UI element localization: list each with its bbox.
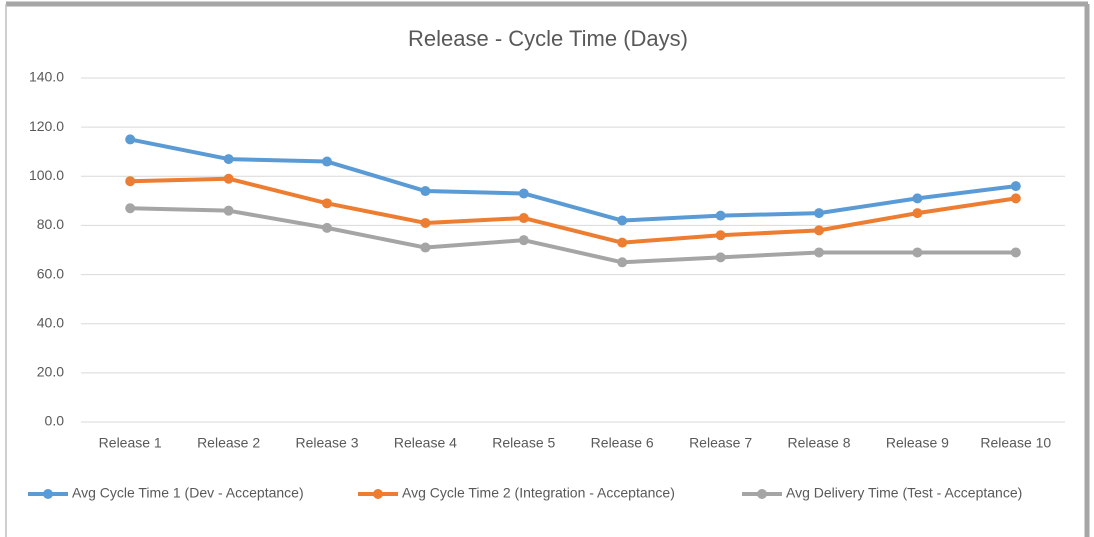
- data-point: [420, 217, 431, 228]
- data-point: [814, 225, 824, 236]
- data-point: [420, 242, 431, 253]
- series-line: [130, 176, 1017, 245]
- data-point: [223, 173, 234, 184]
- x-tick-label: Release 8: [787, 435, 850, 451]
- data-point: [912, 208, 923, 219]
- series-line: [129, 137, 1017, 223]
- legend-marker: [373, 489, 383, 499]
- data-point: [715, 230, 726, 241]
- x-tick-label: Release 9: [886, 435, 949, 451]
- data-point: [715, 210, 726, 221]
- x-tick-label: Release 7: [689, 435, 752, 451]
- data-point: [518, 188, 529, 199]
- x-tick-label: Release 3: [295, 435, 358, 451]
- data-point: [322, 198, 332, 209]
- data-point: [617, 237, 628, 248]
- legend-label: Avg Cycle Time 2 (Integration - Acceptan…: [402, 485, 675, 501]
- y-tick-label: 100.0: [29, 167, 64, 183]
- data-point: [1010, 247, 1021, 258]
- data-point: [420, 186, 431, 197]
- data-point: [125, 134, 136, 145]
- data-point: [518, 235, 529, 246]
- data-point: [814, 247, 824, 258]
- data-point: [125, 203, 136, 214]
- y-tick-label: 0.0: [45, 413, 65, 429]
- data-point: [223, 205, 234, 216]
- series-line: [130, 206, 1016, 265]
- legend-label: Avg Cycle Time 1 (Dev - Acceptance): [72, 485, 304, 501]
- data-point: [814, 208, 824, 219]
- y-tick-label: 60.0: [37, 265, 64, 281]
- y-tick-label: 140.0: [29, 69, 64, 85]
- data-point: [223, 154, 234, 165]
- legend-label: Avg Delivery Time (Test - Acceptance): [786, 485, 1022, 501]
- data-point: [912, 193, 923, 204]
- y-tick-label: 20.0: [37, 364, 64, 380]
- data-point: [125, 176, 136, 187]
- y-tick-label: 120.0: [29, 118, 64, 134]
- x-tick-label: Release 4: [394, 435, 457, 451]
- data-point: [322, 156, 332, 167]
- x-tick-label: Release 2: [197, 435, 260, 451]
- data-point: [518, 213, 529, 224]
- data-point: [322, 222, 332, 233]
- x-tick-label: Release 5: [492, 435, 555, 451]
- y-tick-label: 40.0: [37, 314, 64, 330]
- x-tick-label: Release 6: [591, 435, 654, 451]
- x-tick-label: Release 10: [980, 435, 1051, 451]
- legend-marker: [43, 489, 53, 499]
- data-point: [715, 252, 726, 263]
- chart-title: Release - Cycle Time (Days): [408, 26, 688, 51]
- data-point: [617, 215, 628, 226]
- data-point: [912, 247, 923, 258]
- data-point: [1010, 193, 1021, 204]
- data-point: [1010, 181, 1021, 192]
- legend-marker: [757, 489, 767, 499]
- x-tick-label: Release 1: [99, 435, 162, 451]
- data-point: [617, 257, 628, 268]
- y-tick-label: 80.0: [37, 216, 64, 232]
